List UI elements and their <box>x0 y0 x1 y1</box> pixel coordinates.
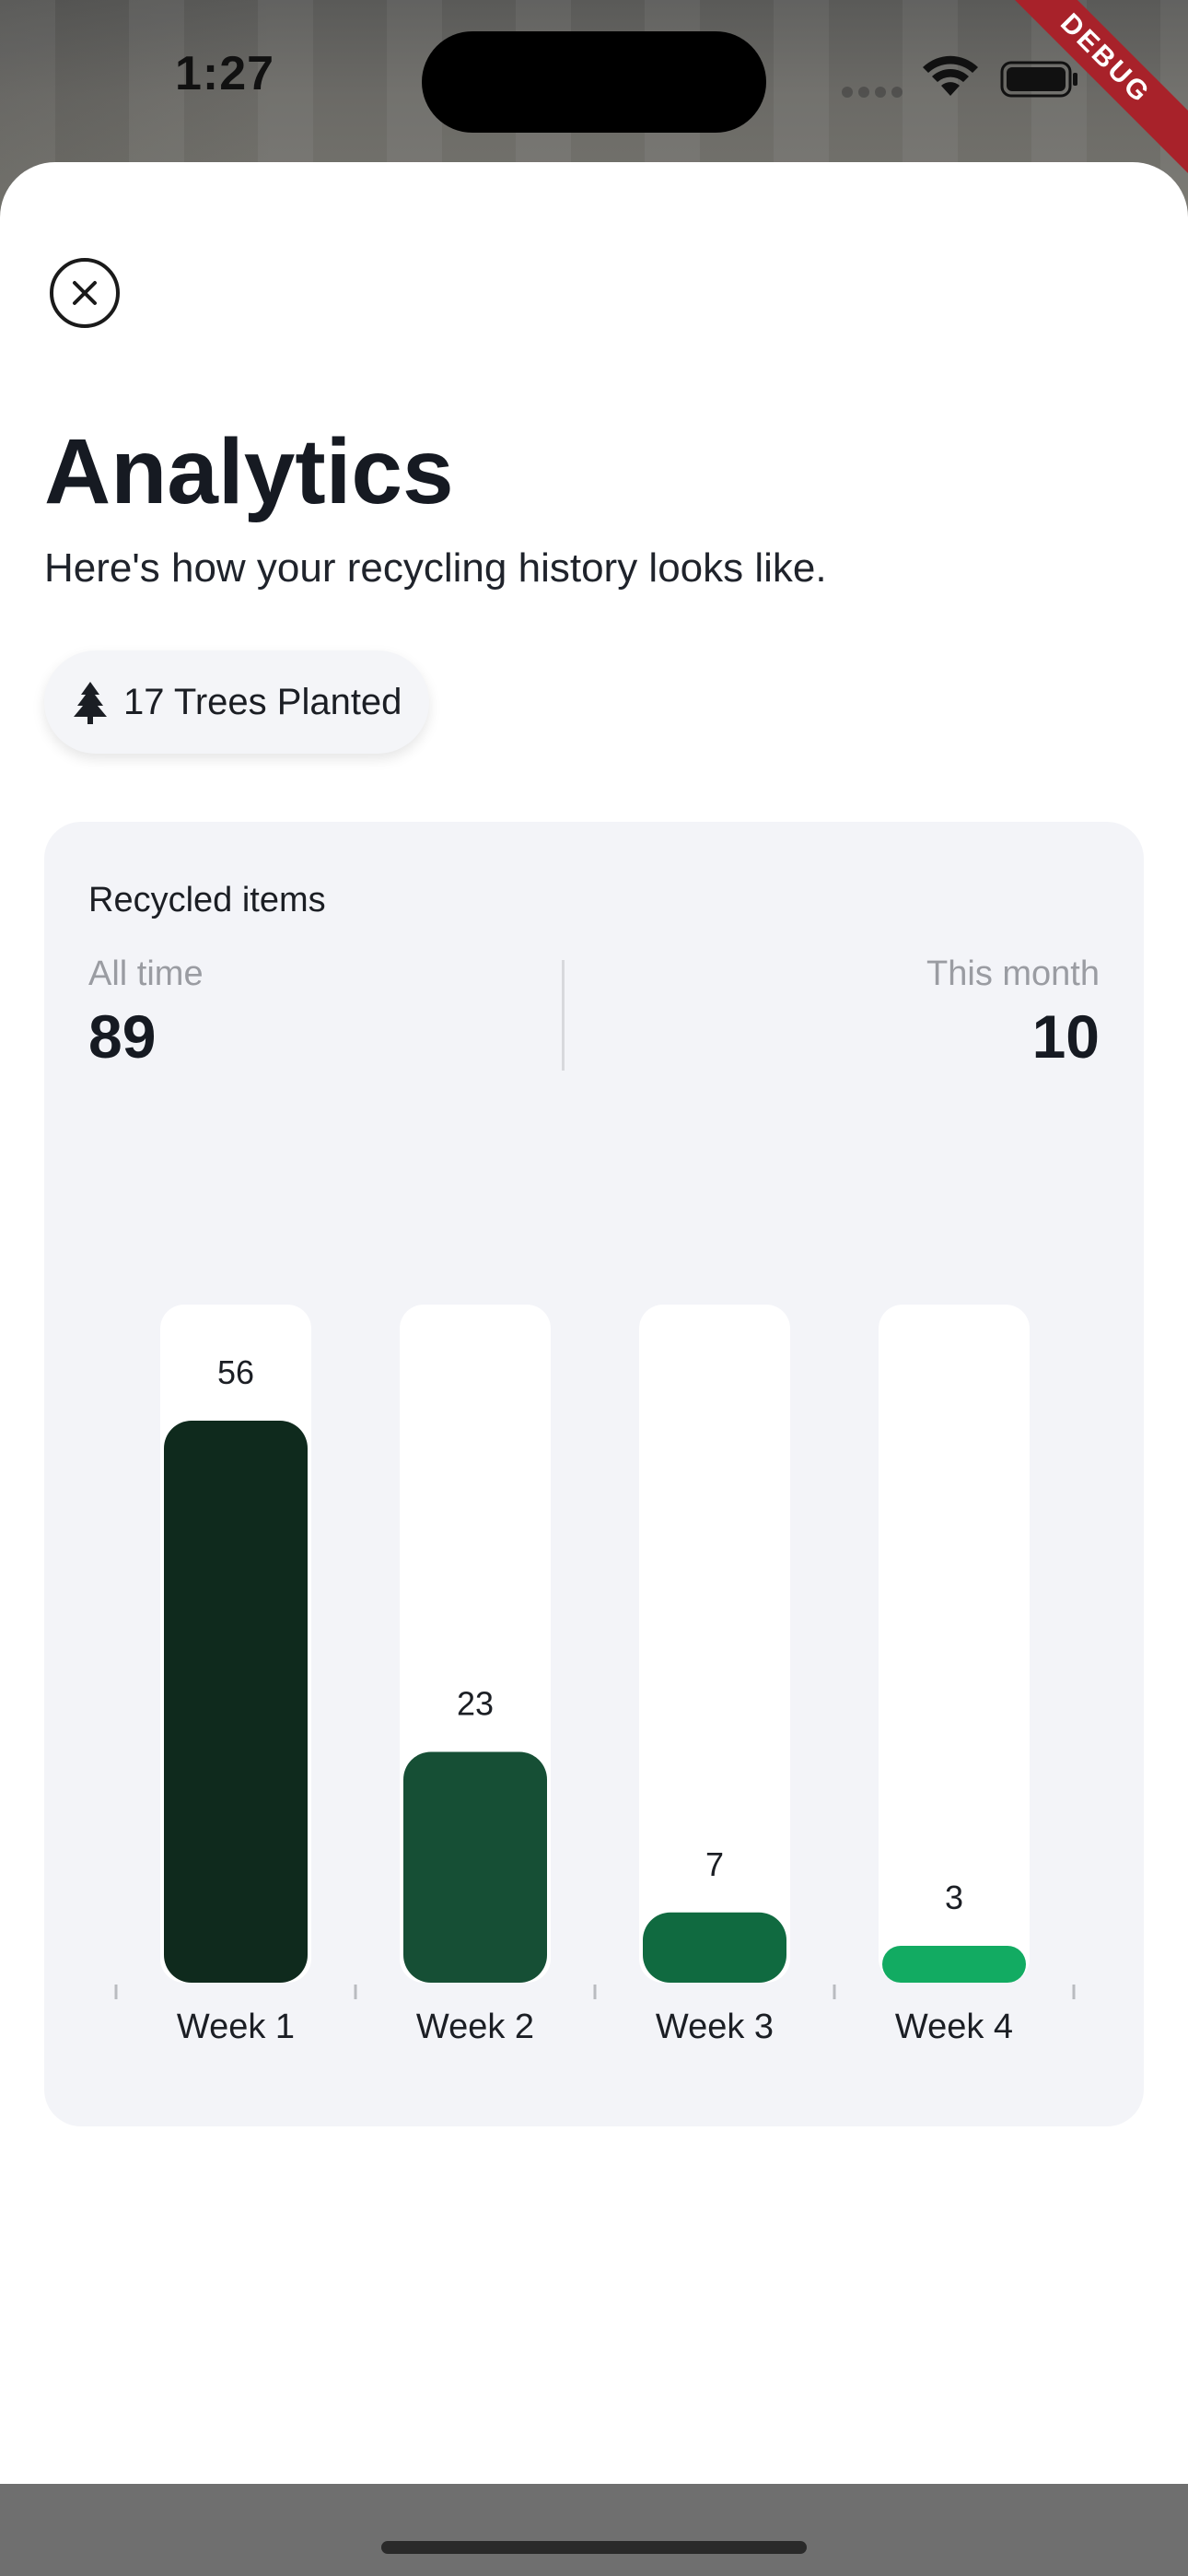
bar-week-3 <box>643 1912 786 1983</box>
this-month-value: 10 <box>1031 1002 1100 1071</box>
cellular-signal-icon <box>842 87 906 98</box>
status-time: 1:27 <box>175 47 275 100</box>
close-icon <box>73 281 97 305</box>
home-indicator[interactable] <box>381 2541 807 2554</box>
bar-week-4 <box>882 1946 1026 1983</box>
x-tick-label-4: Week 4 <box>895 2008 1013 2046</box>
bar-track-3 <box>639 1305 790 1983</box>
trees-planted-chip: 17 Trees Planted <box>44 650 430 754</box>
analytics-sheet: Analytics Here's how your recycling hist… <box>0 162 1188 2484</box>
x-tick-label-3: Week 3 <box>656 2008 774 2046</box>
bar-value-label-4: 3 <box>945 1879 963 1916</box>
weekly-bar-chart: 56 Week 1 23 Week 2 7 Week 3 3 Week 4 <box>114 1305 1076 2046</box>
page-subtitle: Here's how your recycling history looks … <box>44 545 827 591</box>
bar-value-label-1: 56 <box>217 1353 254 1391</box>
bar-value-label-3: 7 <box>705 1845 724 1883</box>
all-time-value: 89 <box>88 1002 157 1071</box>
bar-week-2 <box>403 1751 547 1983</box>
x-tick-label-2: Week 2 <box>416 2008 534 2046</box>
trees-planted-label: 17 Trees Planted <box>123 681 402 722</box>
wifi-icon <box>923 55 978 96</box>
bar-track-4 <box>879 1305 1030 1983</box>
recycled-items-card: Recycled items All time 89 This month 10… <box>44 822 1144 2126</box>
x-tick-label-1: Week 1 <box>177 2008 295 2046</box>
page-title: Analytics <box>44 420 454 523</box>
home-indicator-bar <box>0 2484 1188 2576</box>
tree-icon <box>74 682 107 724</box>
close-button[interactable] <box>50 258 120 328</box>
stat-divider <box>562 960 565 1071</box>
dynamic-island <box>422 31 766 133</box>
bar-week-1 <box>164 1421 308 1983</box>
this-month-label: This month <box>926 954 1100 993</box>
card-title: Recycled items <box>88 881 326 919</box>
all-time-label: All time <box>88 954 204 993</box>
bar-value-label-2: 23 <box>457 1684 494 1722</box>
battery-icon <box>1000 61 1077 98</box>
